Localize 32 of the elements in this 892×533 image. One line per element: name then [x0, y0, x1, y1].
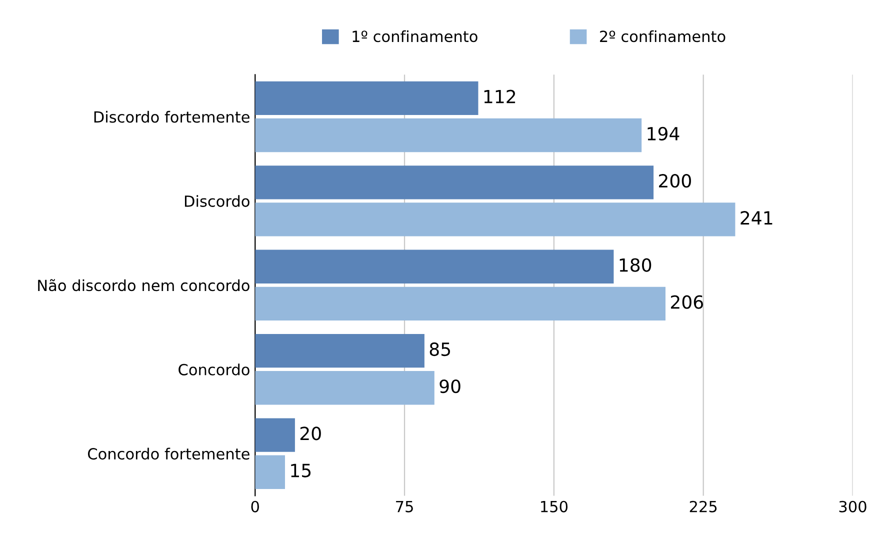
data-label: 20 [300, 426, 321, 440]
data-label: 90 [440, 379, 460, 394]
x-tick-label: 300 [839, 500, 866, 512]
bar [255, 418, 295, 452]
bar [255, 166, 654, 200]
x-tick-label: 75 [396, 501, 413, 512]
data-label: 180 [620, 258, 652, 272]
data-label: 194 [648, 126, 680, 140]
y-tick-label: Concordo [178, 364, 250, 376]
data-label: 206 [670, 295, 703, 309]
data-label: 15 [291, 464, 311, 478]
legend-label: 2º confinamento [600, 30, 726, 42]
bar [255, 286, 666, 321]
y-tick-label: Discordo fortemente [94, 110, 250, 123]
bar [255, 118, 642, 152]
legend-label: 1º confinamento [352, 30, 478, 42]
y-tick-label: Não discordo nem concordo [38, 279, 250, 292]
x-tick-label: 0 [251, 500, 259, 512]
bar [255, 455, 285, 489]
bar [255, 334, 424, 368]
data-label: 241 [740, 211, 772, 224]
bar [255, 371, 434, 405]
data-label: 85 [430, 342, 450, 356]
y-tick-label: Discordo [184, 195, 250, 207]
bar [255, 81, 478, 116]
bar [255, 202, 736, 236]
x-tick-label: 150 [541, 500, 568, 512]
bar [255, 250, 614, 284]
x-tick-label: 225 [690, 500, 717, 512]
y-tick-label: Concordo fortemente [88, 448, 250, 460]
data-label: 112 [484, 90, 516, 104]
data-label: 200 [659, 174, 691, 188]
